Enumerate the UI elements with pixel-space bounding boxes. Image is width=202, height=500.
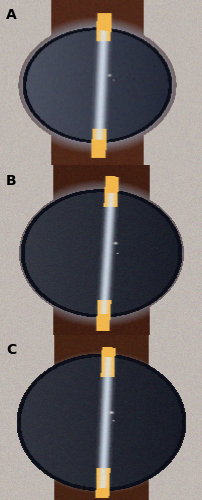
Text: A: A xyxy=(6,8,17,22)
Text: C: C xyxy=(6,343,16,357)
Text: B: B xyxy=(6,174,17,188)
